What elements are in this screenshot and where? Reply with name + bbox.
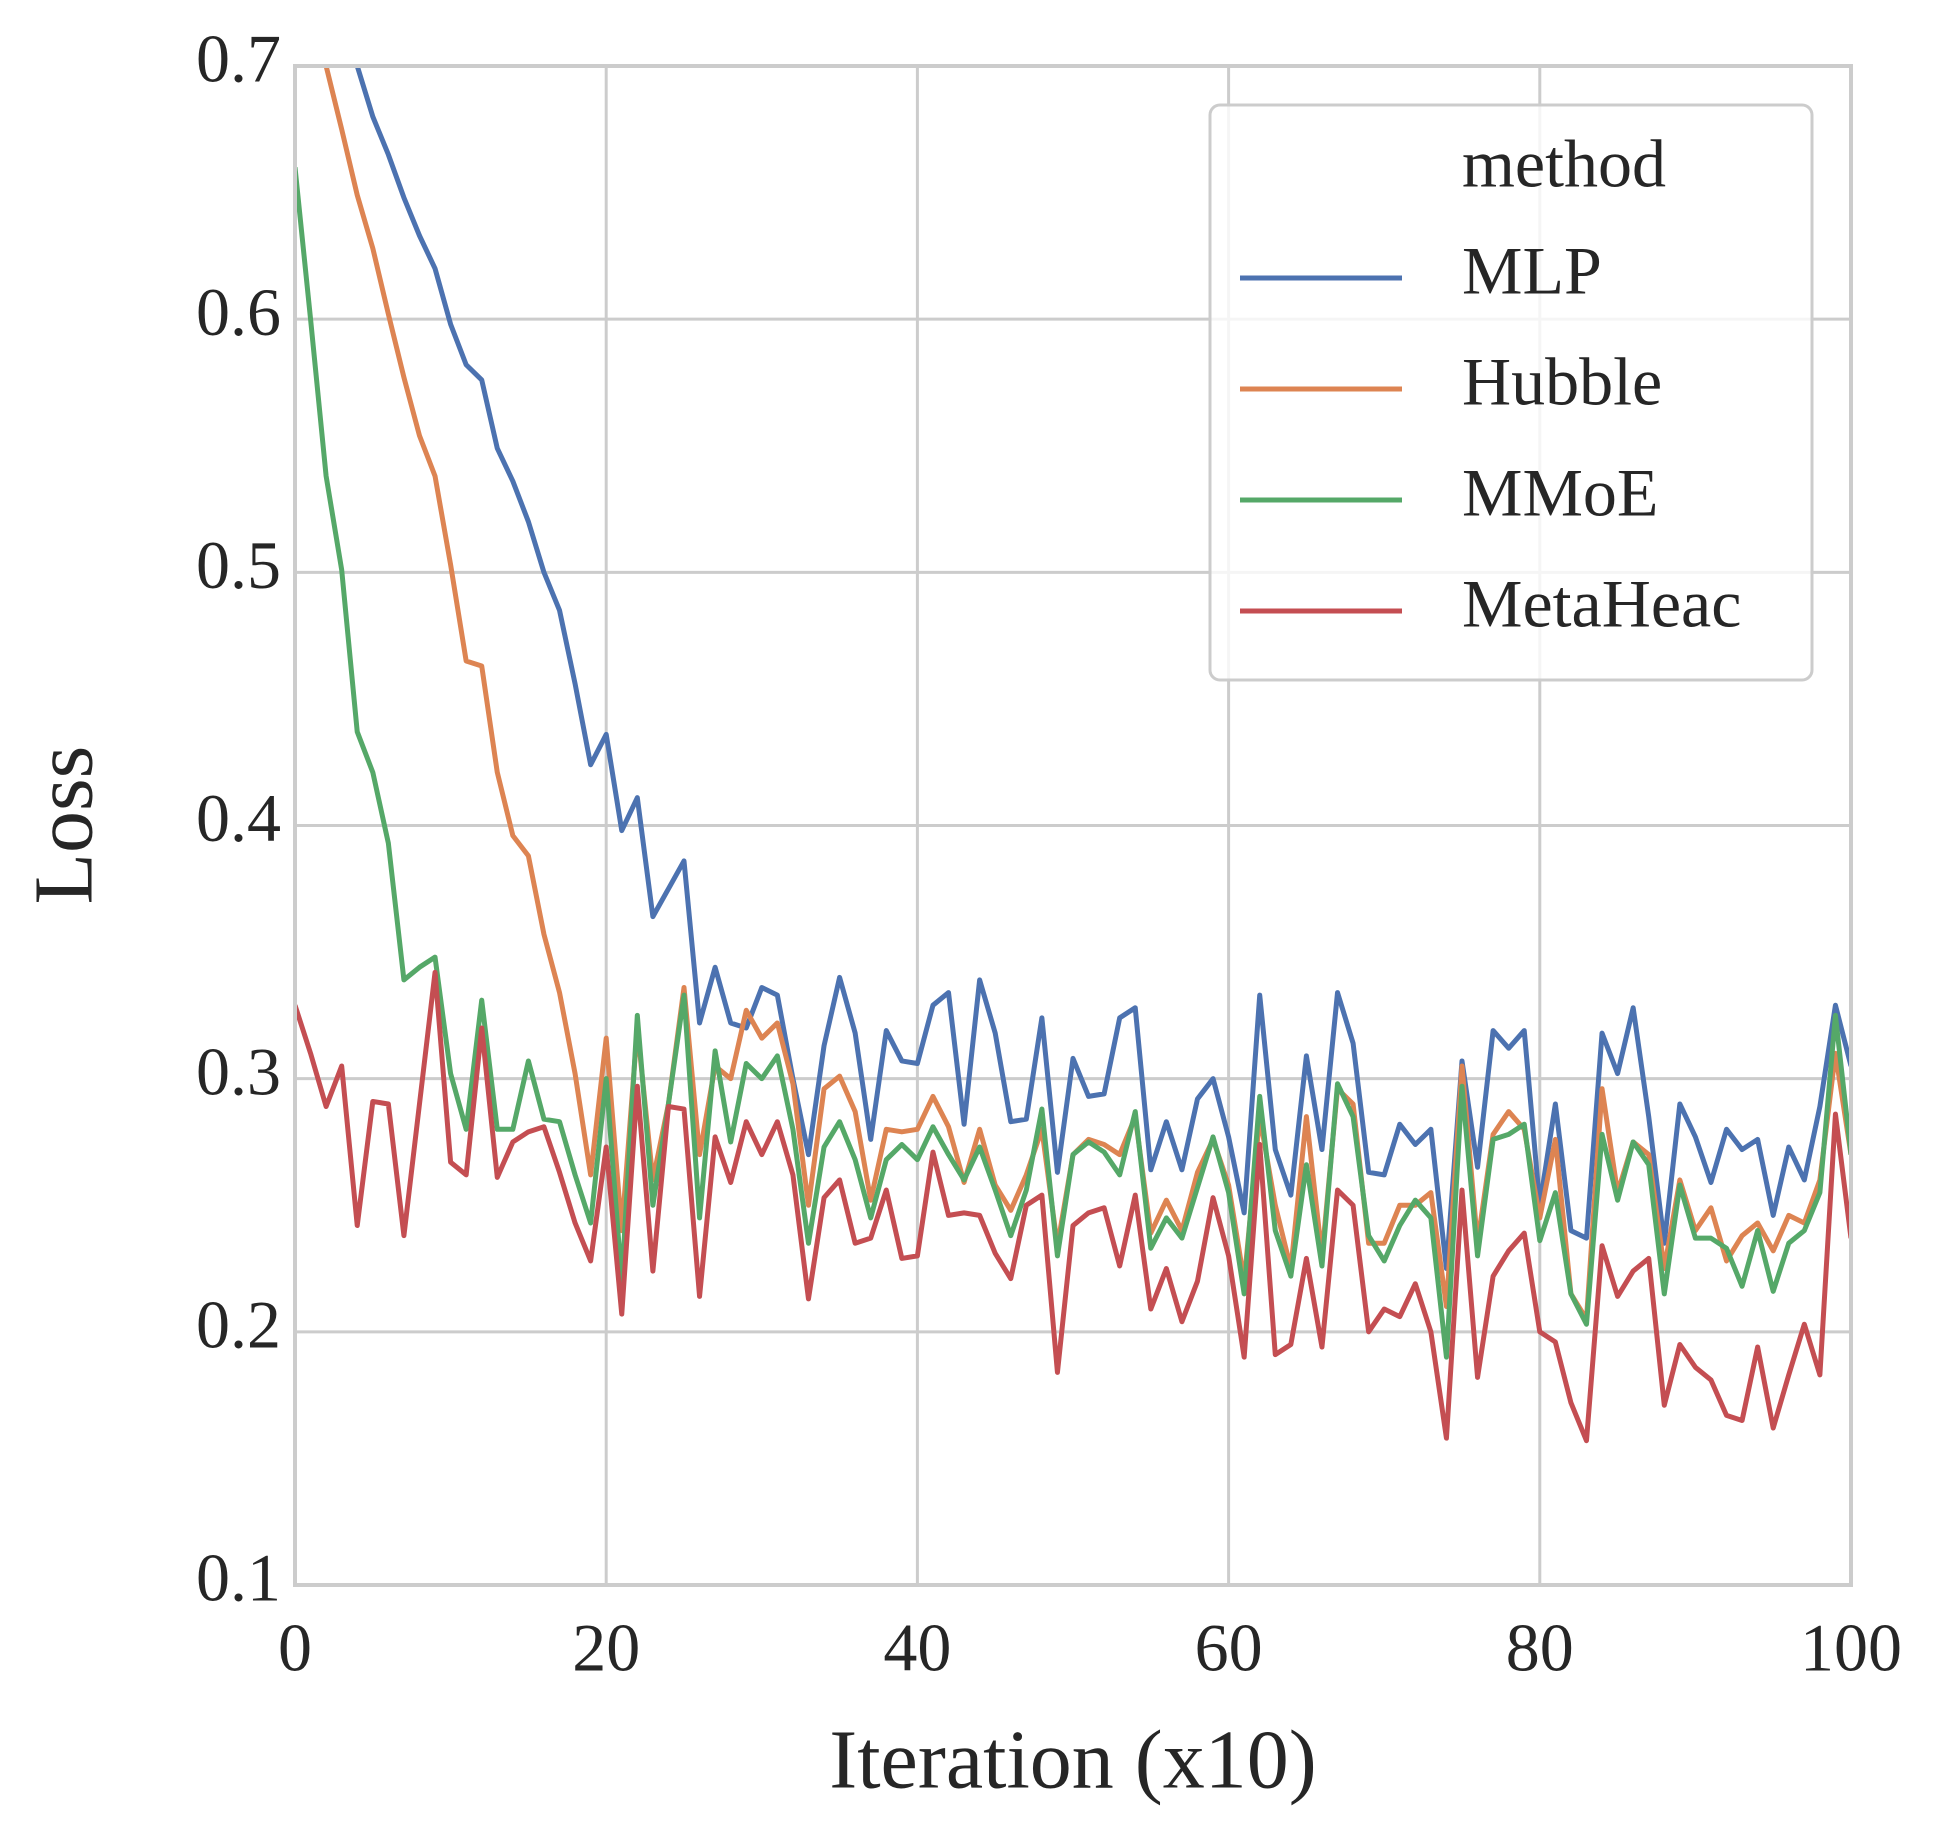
legend-title: method [1462,126,1666,202]
y-tick-label: 0.5 [196,527,281,603]
x-axis-label: Iteration (x10) [829,1713,1316,1806]
x-tick-label: 80 [1506,1610,1574,1686]
y-tick-label: 0.2 [196,1286,281,1362]
x-tick-label: 100 [1800,1610,1902,1686]
y-tick-label: 0.6 [196,274,281,350]
y-tick-label: 0.7 [196,21,281,97]
x-tick-label: 40 [883,1610,951,1686]
legend-label: MetaHeac [1462,566,1741,642]
legend-label: MMoE [1462,455,1658,531]
series-line [354,66,1851,1272]
ticks: 0.1 0.2 0.3 0.4 0.5 0.6 0.7 0 20 40 60 80 100 [196,21,1902,1686]
legend-label: Hubble [1462,344,1662,420]
x-tick-label: 60 [1195,1610,1263,1686]
series-line [295,969,1851,1444]
x-tick-label: 20 [572,1610,640,1686]
x-tick-label: 0 [278,1610,312,1686]
legend-label: MLP [1462,233,1602,309]
series-line [295,167,1851,1360]
y-tick-label: 0.4 [196,780,281,856]
plot-frame [293,64,1853,1587]
y-axis-label: Loss [17,746,110,905]
y-tick-label: 0.1 [196,1540,281,1616]
legend: method MLP Hubble MMoE MetaHeac [1208,103,1814,682]
legend-box [1208,103,1814,682]
plot-lines [295,66,1851,1444]
y-tick-label: 0.3 [196,1033,281,1109]
